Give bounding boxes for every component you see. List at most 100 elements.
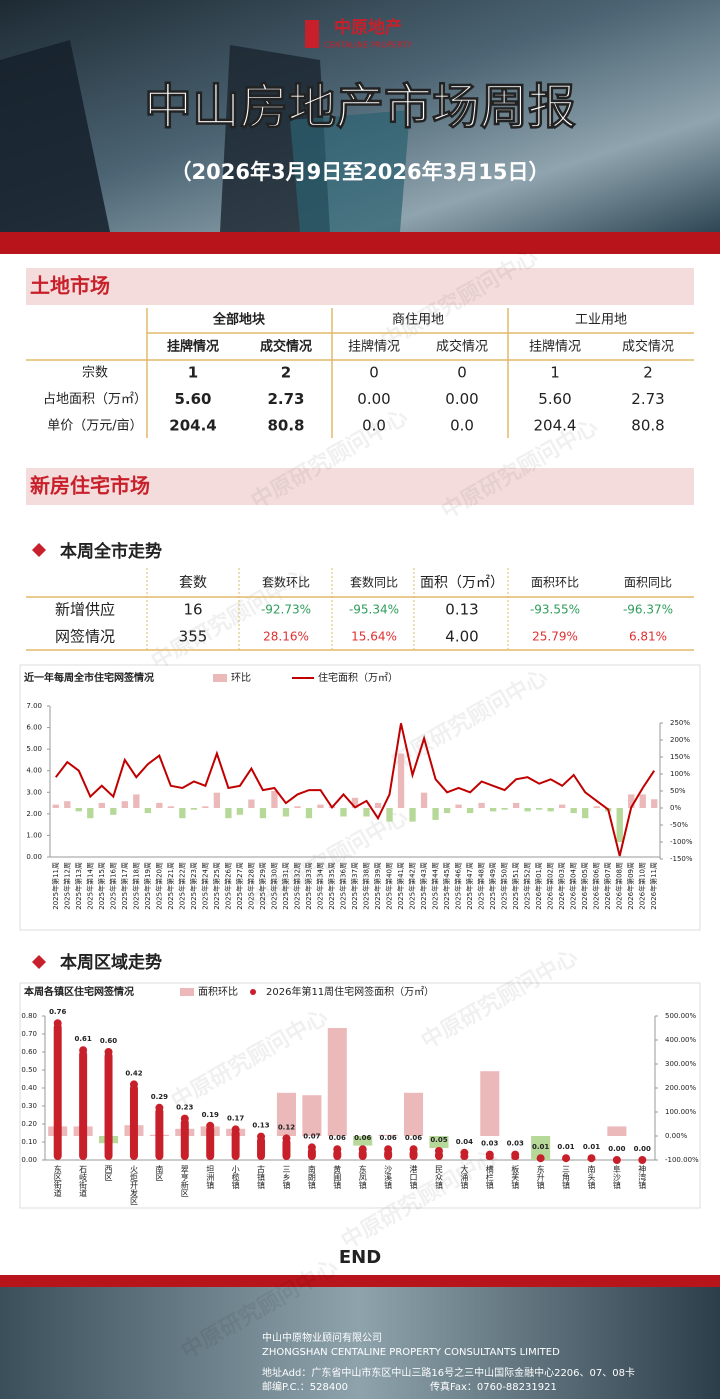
change-bar (524, 808, 531, 812)
table-cell: 2.73 (631, 390, 664, 408)
x-tick-label: 2026年第09周 (626, 862, 635, 910)
x-tick-label: 2025年第28周 (246, 862, 255, 910)
table-cell: 0.0 (362, 417, 386, 435)
y2-tick-label: 200.00% (665, 1084, 696, 1092)
x-tick-label: 火炬开发区 (129, 1165, 138, 1205)
x-tick-label: 南朗镇 (307, 1164, 316, 1190)
change-bar (98, 802, 105, 808)
table-cell: 1 (188, 364, 198, 382)
x-tick-label: 板芙镇 (511, 1164, 520, 1190)
x-tick-label: 2025年第49周 (488, 862, 497, 910)
footer-background (0, 1287, 720, 1399)
area-column (180, 1118, 189, 1160)
x-tick-label: 2025年第14周 (85, 862, 94, 910)
y-tick-label: 0.30 (21, 1102, 37, 1110)
x-tick-label: 2025年第42周 (408, 862, 417, 910)
legend-swatch (213, 674, 227, 682)
y2-tick-label: 300.00% (665, 1060, 696, 1068)
footer-address: 地址Add：广东省中山市东区中山三路16号之三中山国际金融中心2206、07、0… (262, 1366, 635, 1379)
x-tick-label: 阜沙镇 (612, 1164, 621, 1190)
y2-tick-label: -150% (670, 855, 693, 863)
legend-swatch (180, 988, 194, 996)
change-bar (327, 1028, 347, 1136)
x-tick-label: 港口镇 (409, 1164, 418, 1190)
x-tick-label: 2026年第10周 (638, 862, 647, 910)
area-column (53, 1023, 62, 1160)
page-title: 中山房地产市场周报 (144, 79, 576, 135)
x-tick-label: 三乡镇 (282, 1165, 291, 1190)
value-label: 0.04 (456, 1138, 473, 1146)
change-bar (429, 1136, 449, 1148)
bullet (32, 955, 46, 969)
y-tick-label: 0.60 (21, 1048, 37, 1056)
area-dot (180, 1114, 189, 1123)
y-tick-label: 6.00 (26, 724, 42, 732)
change-bar (378, 1134, 398, 1136)
table-subheader: 成交情况 (260, 339, 312, 355)
x-tick-label: 2026年第03周 (557, 862, 566, 910)
chart-title: 近一年每周全市住宅网签情况 (24, 671, 154, 684)
value-label: 0.03 (507, 1140, 524, 1148)
area-dot (307, 1143, 316, 1152)
value-label: 0.03 (481, 1140, 498, 1148)
building (290, 110, 410, 232)
x-tick-label: 小榄镇 (231, 1165, 240, 1190)
x-tick-label: 2026年第05周 (580, 862, 589, 910)
x-tick-label: 2026年第02周 (546, 862, 555, 910)
change-bar (302, 1095, 322, 1136)
y-tick-label: 0.00 (26, 853, 42, 861)
value-label: 0.00 (634, 1145, 651, 1153)
x-tick-label: 2025年第44周 (431, 862, 440, 910)
change-bar (535, 808, 543, 810)
area-column (282, 1138, 291, 1160)
table-cell: 5.60 (174, 390, 211, 408)
change-bar (259, 808, 267, 819)
change-bar (404, 1092, 424, 1136)
legend-label: 2026年第11周住宅网签面积（万㎡） (266, 985, 434, 998)
x-tick-label: 大涌镇 (460, 1164, 469, 1190)
end-mark: END (339, 1247, 381, 1268)
x-tick-label: 2025年第50周 (500, 862, 509, 910)
table-cell: 0 (457, 364, 467, 382)
value-label: 0.13 (252, 1122, 269, 1130)
x-tick-label: 2026年第11周 (649, 862, 658, 910)
subsection-title: 本周区域走势 (60, 952, 162, 973)
x-tick-label: 南头镇 (587, 1164, 596, 1190)
x-tick-label: 东升镇 (536, 1164, 545, 1190)
change-bar (294, 806, 301, 808)
change-bar (52, 804, 59, 808)
change-bar (420, 792, 428, 808)
change-bar (628, 794, 635, 808)
change-bar (225, 808, 232, 819)
change-bar (121, 801, 128, 808)
table-header: 面积同比 (624, 576, 672, 590)
x-tick-label: 石岐街道 (79, 1165, 88, 1198)
table-cell: 0.13 (445, 601, 478, 619)
table-cell: 80.8 (267, 417, 304, 435)
area-line (55, 723, 656, 857)
table-cell: 0.00 (357, 390, 390, 408)
change-bar (559, 804, 566, 808)
value-label: 0.60 (100, 1037, 117, 1045)
y-tick-label: 4.00 (26, 767, 42, 775)
area-dot (460, 1148, 469, 1157)
area-dot (511, 1150, 520, 1159)
area-column (129, 1084, 138, 1160)
legend-swatch (250, 989, 256, 995)
x-tick-label: 2025年第41周 (396, 862, 405, 910)
bullet (32, 543, 46, 557)
section-bar (26, 468, 694, 505)
x-tick-label: 2025年第35周 (327, 862, 336, 910)
x-tick-label: 2026年第08周 (615, 862, 624, 910)
table-header: 套数 (179, 575, 207, 591)
y2-tick-label: 400.00% (665, 1036, 696, 1044)
x-tick-label: 2025年第47周 (465, 862, 474, 910)
area-dot (257, 1132, 266, 1141)
legend-label: 面积环比 (198, 986, 238, 998)
area-dot (53, 1019, 62, 1028)
value-label: 0.06 (329, 1134, 346, 1142)
change-bar (156, 802, 163, 808)
area-column (155, 1107, 164, 1160)
value-label: 0.42 (125, 1069, 142, 1077)
